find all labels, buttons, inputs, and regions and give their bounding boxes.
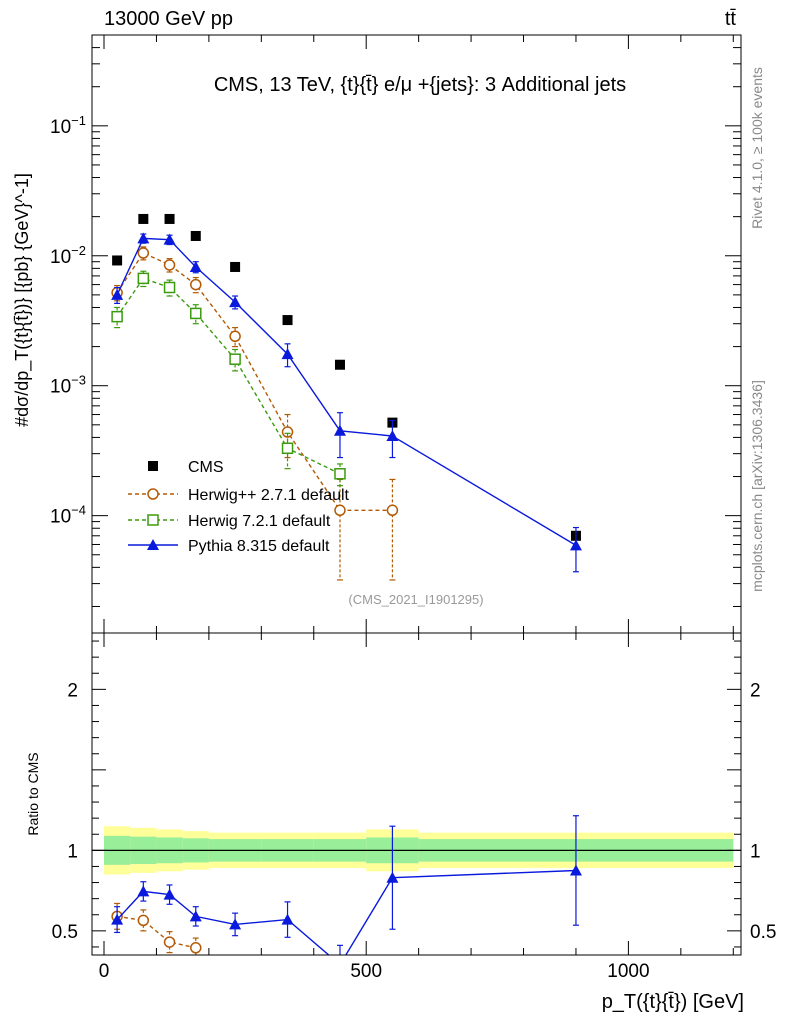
ratio-point-herwigpp (137, 914, 150, 927)
data-point-pythia (111, 288, 124, 300)
x-tick-label: 500 (350, 961, 382, 982)
ratio-point-pythia (229, 918, 242, 930)
y-tick-label: 10−2 (50, 243, 86, 268)
data-point-herwigpp (281, 426, 294, 438)
data-point-pythia (569, 539, 582, 551)
x-tick-label: 0 (99, 961, 110, 982)
series-line (116, 252, 393, 511)
ratio-axis-label: Ratio to CMS (25, 752, 41, 835)
legend-label-pythia: Pythia 8.315 default (188, 538, 330, 555)
legend-marker-cms (148, 461, 158, 471)
series-circle (111, 246, 399, 581)
ratio-tick-label-right: 0.5 (750, 922, 776, 943)
data-point-herwig7 (281, 442, 294, 455)
rivet-label: Rivet 4.1.0, ≥ 100k events (749, 67, 765, 229)
main-panel: 10−4 10−3 10−2 10−1 CMS, 13 TeV, {t}{t̄} e/… (50, 34, 742, 634)
legend-marker-pythia (147, 539, 159, 550)
y-tick-label: 10−1 (50, 113, 86, 138)
ratio-point-pythia (281, 913, 294, 925)
data-point-cms (138, 213, 149, 224)
data-point-herwigpp (229, 330, 241, 343)
legend-label-herwigpp: Herwig++ 2.7.1 default (188, 487, 350, 504)
ratio-tick-label-right: 1 (750, 841, 761, 862)
legend-marker-herwig7 (147, 514, 159, 526)
ratio-panel: 0.5 0.5 1 1 2 2 0 500 1000 (52, 632, 776, 982)
ratio-line (116, 915, 196, 949)
ratio-point-pythia (189, 910, 202, 922)
x-tick-label: 1000 (607, 961, 649, 982)
data-point-herwigpp (386, 504, 399, 517)
x-axis-label: p_T({t}{t̄}) [GeV] (602, 991, 744, 1013)
data-point-herwig7 (137, 272, 150, 285)
data-point-herwig7 (334, 468, 346, 480)
chart-title: CMS, 13 TeV, {t}{t̄} e/μ +{jets}: 3 Addi… (214, 74, 626, 96)
y-axis-label: #dσ/dp_T({t}{t̄})} [{pb} {GeV}^-1] (12, 173, 33, 427)
data-point-herwigpp (334, 504, 346, 517)
data-point-pythia (163, 233, 176, 245)
ratio-point-pythia (334, 959, 346, 970)
legend-label-cms: CMS (188, 459, 224, 476)
ratio-point-pythia (569, 864, 582, 876)
data-point-cms (334, 359, 345, 370)
legend: CMS Herwig++ 2.7.1 default Herwig 7.2.1 … (128, 459, 350, 555)
ratio-point-pythia (163, 888, 176, 900)
data-point-cms (282, 315, 293, 326)
series-line (116, 277, 341, 475)
ratio-point-pythia (111, 913, 124, 925)
ratio-tick-label: 0.5 (52, 922, 78, 943)
data-point-pythia (229, 296, 242, 308)
data-point-herwig7 (111, 310, 123, 323)
mcplots-label: mcplots.cern.ch [arXiv:1306.3436] (749, 380, 765, 592)
ratio-tick-label: 1 (67, 841, 78, 862)
data-point-herwig7 (163, 281, 176, 294)
data-point-pythia (189, 260, 202, 272)
ratio-point-herwigpp (163, 936, 176, 948)
legend-label-herwig7: Herwig 7.2.1 default (188, 513, 331, 530)
data-point-cms (112, 255, 123, 266)
ratio-tick-label: 2 (67, 680, 78, 701)
data-point-herwigpp (137, 247, 150, 259)
ratio-point-pythia (137, 885, 150, 897)
ratio-frame (91, 632, 742, 956)
ratio-tick-label-right: 2 (750, 680, 761, 701)
ratio-point-herwigpp (190, 942, 202, 954)
analysis-id: (CMS_2021_I1901295) (348, 592, 483, 607)
data-point-pythia (137, 232, 150, 244)
ratio-point-pythia (386, 871, 399, 883)
header-right: tt̄ (725, 8, 737, 30)
data-point-cms (230, 261, 241, 272)
ratio-series (111, 815, 582, 970)
y-tick-label: 10−3 (50, 373, 86, 398)
legend-marker-herwigpp (147, 488, 159, 500)
y-axis-label-text: #dσ/dp_T({t}{t̄})} [{pb} {GeV}^-1] (12, 173, 33, 427)
data-point-pythia (333, 424, 346, 436)
data-point-herwigpp (190, 278, 202, 291)
y-tick-label: 10−4 (50, 503, 86, 528)
series-triangle (111, 232, 582, 573)
data-point-pythia (386, 430, 399, 442)
series-open-square (111, 270, 346, 487)
data-point-cms (164, 213, 175, 224)
data-point-pythia (281, 348, 294, 360)
data-point-herwigpp (163, 259, 176, 271)
data-point-cms (190, 230, 201, 241)
data-point-herwig7 (229, 353, 241, 365)
data-point-herwig7 (190, 307, 202, 320)
ratio-line (116, 869, 577, 955)
header-left: 13000 GeV pp (104, 8, 233, 30)
